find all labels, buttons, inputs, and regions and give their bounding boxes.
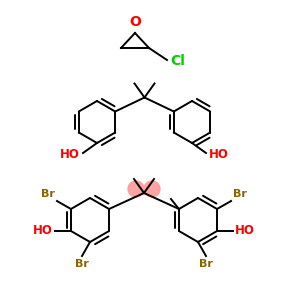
Text: Br: Br [199, 259, 213, 269]
Text: O: O [129, 15, 141, 29]
Text: HO: HO [209, 148, 229, 161]
Circle shape [128, 181, 144, 197]
Text: Br: Br [233, 189, 247, 199]
Circle shape [144, 181, 160, 197]
Text: HO: HO [60, 148, 80, 161]
Text: Cl: Cl [170, 54, 185, 68]
Text: Br: Br [75, 259, 89, 269]
Text: HO: HO [33, 224, 53, 238]
Text: HO: HO [235, 224, 255, 238]
Text: Br: Br [41, 189, 55, 199]
